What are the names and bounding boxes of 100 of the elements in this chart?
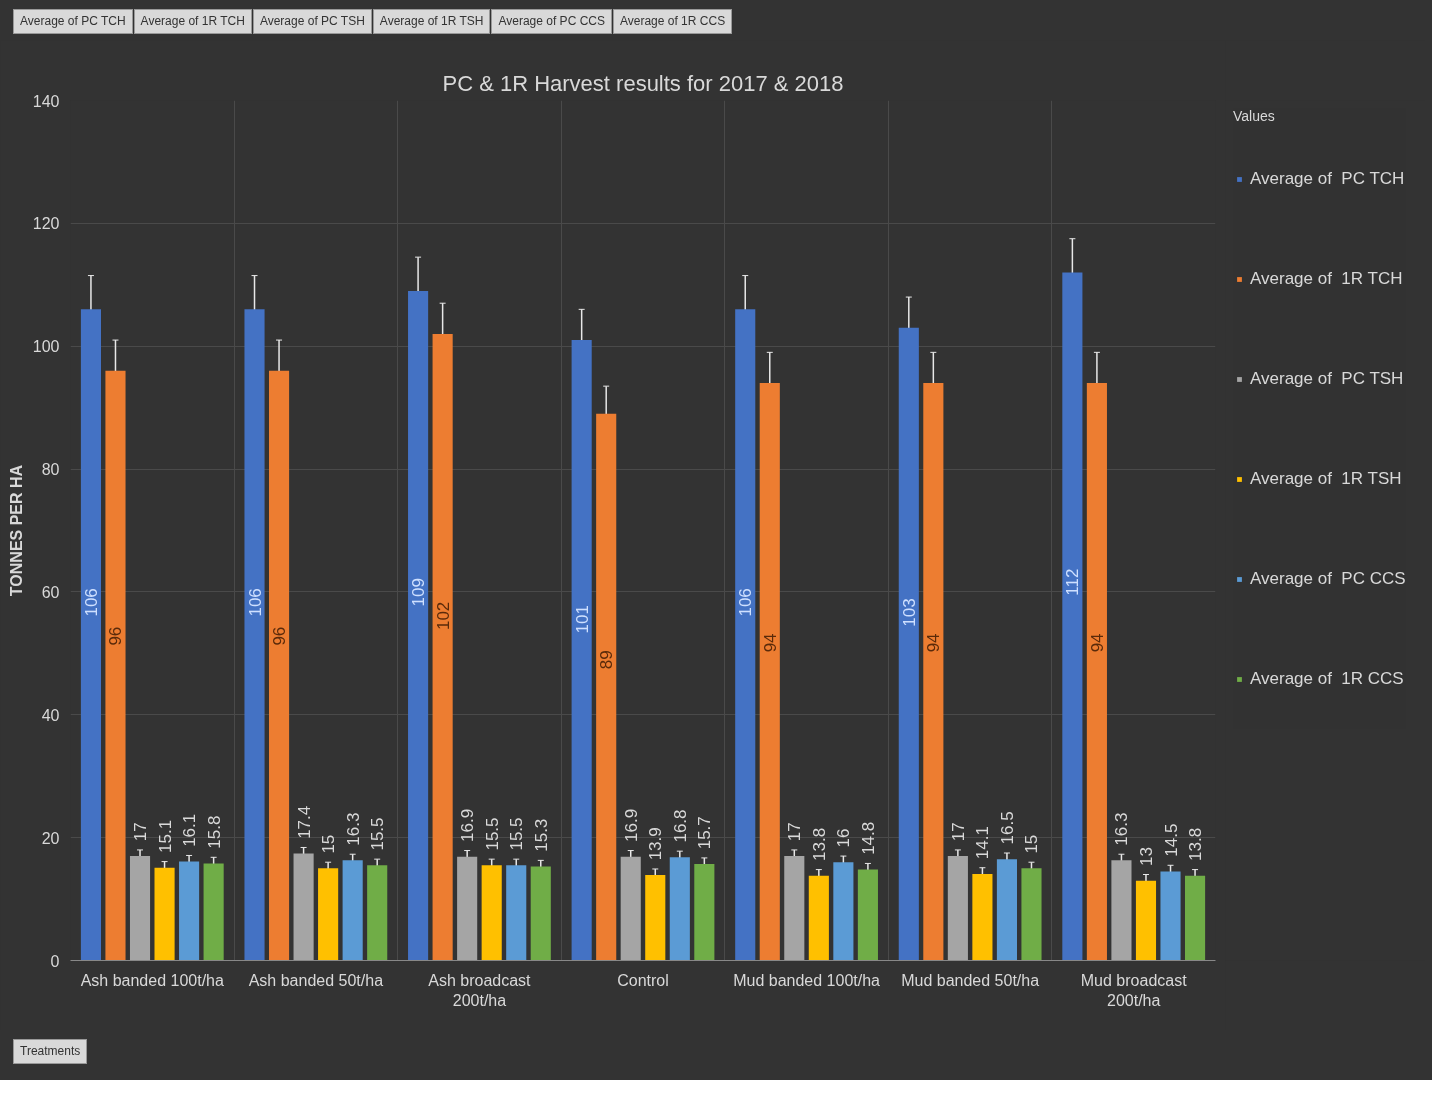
bar <box>620 856 641 961</box>
data-label: 13.8 <box>1186 827 1206 861</box>
data-label: 13.9 <box>646 827 666 861</box>
x-axis-title: Treatments <box>13 1039 88 1065</box>
bar <box>1086 383 1107 961</box>
y-tick-label: 80 <box>41 461 60 479</box>
y-tick-label: 40 <box>41 706 60 724</box>
bar <box>857 869 878 961</box>
data-label: 16.9 <box>621 808 641 842</box>
bar <box>645 875 666 961</box>
y-tick-label: 20 <box>41 829 60 847</box>
bar <box>833 862 854 961</box>
text: Average of PC CCS <box>491 9 612 35</box>
bar <box>735 309 756 961</box>
x-tick-label: Ash banded 100t/ha <box>80 971 224 989</box>
x-tick-label: Mud banded 50t/ha <box>901 971 1040 989</box>
legend-label: Average of PC TCH <box>1250 168 1405 190</box>
y-tick-label: 100 <box>32 338 60 356</box>
bar <box>367 865 388 961</box>
data-label: 103 <box>899 598 919 627</box>
bar <box>203 863 224 961</box>
bar <box>457 856 478 961</box>
bar <box>694 864 715 961</box>
data-label: 89 <box>597 650 617 670</box>
bar <box>318 868 339 961</box>
data-label: 17 <box>785 822 805 842</box>
x-tick-label: Control <box>617 971 669 989</box>
bar <box>898 327 919 961</box>
y-tick-label: 60 <box>41 583 60 601</box>
legend-title: Values <box>1233 108 1276 124</box>
data-label: 13 <box>1136 846 1156 866</box>
bar <box>342 860 363 961</box>
bar <box>759 383 780 961</box>
bar <box>268 370 290 961</box>
x-tick-label: Mud banded 100t/ha <box>733 971 881 989</box>
data-label: 96 <box>270 626 290 646</box>
x-tick-label: Ash banded 50t/ha <box>248 971 384 989</box>
bar <box>1160 871 1181 961</box>
data-label: 17 <box>131 822 151 842</box>
data-label: 13.8 <box>809 827 829 861</box>
data-label: 15.1 <box>155 819 175 853</box>
data-label: 15 <box>1022 834 1042 854</box>
data-label: 15.5 <box>507 817 527 851</box>
data-label: 96 <box>106 626 126 646</box>
bar <box>506 865 527 961</box>
bar <box>105 370 126 961</box>
data-label: 106 <box>736 588 756 617</box>
data-label: 94 <box>924 633 944 653</box>
y-tick-label: 140 <box>32 92 60 110</box>
text: Average of 1R TSH <box>372 9 491 35</box>
bar <box>293 853 314 961</box>
legend-label: Average of PC TSH <box>1250 368 1404 390</box>
data-label: 16 <box>834 828 854 848</box>
bar <box>80 309 102 961</box>
x-tick-label: Ash broadcast 200t/ha <box>428 971 532 1009</box>
bar <box>1111 860 1132 961</box>
chart-title: PC & 1R Harvest results for 2017 & 2018 <box>442 70 844 96</box>
legend-label: Average of 1R TSH <box>1250 468 1402 490</box>
bar <box>1062 272 1083 961</box>
bar <box>432 333 453 961</box>
data-label: 16.3 <box>1112 812 1132 846</box>
data-label: 109 <box>409 578 429 607</box>
bar <box>1184 875 1206 961</box>
y-tick-label: 120 <box>32 215 60 233</box>
data-label: 16.8 <box>670 809 690 843</box>
bar <box>784 856 805 961</box>
bar <box>996 859 1018 961</box>
bar <box>530 866 551 961</box>
bar <box>244 309 265 961</box>
bar <box>972 873 993 961</box>
text: Average of PC TCH <box>13 9 133 35</box>
legend-label: Average of 1R CCS <box>1250 668 1404 690</box>
x-tick-label: Mud broadcast 200t/ha <box>1080 971 1188 1009</box>
data-label: 15 <box>319 834 339 854</box>
data-label: 94 <box>760 633 780 653</box>
bar <box>154 867 175 961</box>
bar <box>923 383 944 961</box>
bar <box>179 861 200 961</box>
bar <box>808 875 829 961</box>
data-label: 106 <box>81 588 101 617</box>
data-label: 15.8 <box>204 815 224 849</box>
data-label: 106 <box>245 588 265 617</box>
data-label: 14.1 <box>973 826 993 860</box>
legend-label: Average of 1R TCH <box>1250 268 1403 290</box>
data-label: 14.5 <box>1161 823 1181 857</box>
data-label: 94 <box>1087 633 1107 653</box>
text: Average of PC TSH <box>252 9 372 35</box>
bar <box>481 865 502 961</box>
bar <box>596 413 617 961</box>
bar <box>571 340 592 961</box>
bar <box>408 290 429 961</box>
data-label: 14.8 <box>858 821 878 855</box>
bar <box>669 857 690 961</box>
data-label: 112 <box>1063 568 1083 596</box>
data-label: 17.4 <box>294 805 314 839</box>
data-label: 16.3 <box>343 812 363 846</box>
data-label: 15.7 <box>695 816 715 850</box>
data-label: 15.5 <box>368 817 388 851</box>
bar <box>947 856 968 961</box>
text: Average of 1R CCS <box>612 9 733 35</box>
